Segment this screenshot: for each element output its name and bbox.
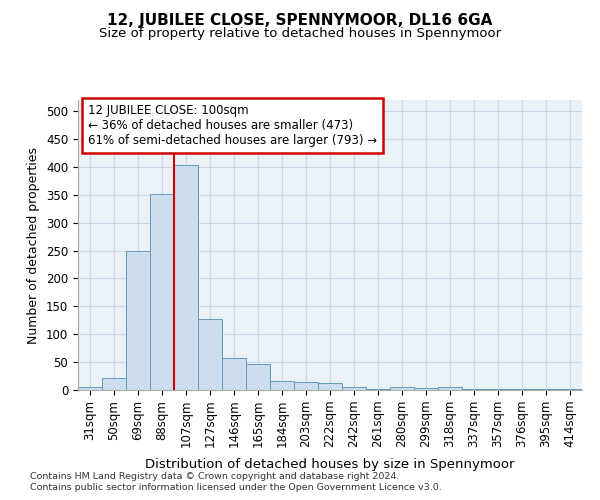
Bar	[558, 389, 582, 390]
Text: 12, JUBILEE CLOSE, SPENNYMOOR, DL16 6GA: 12, JUBILEE CLOSE, SPENNYMOOR, DL16 6GA	[107, 12, 493, 28]
Bar	[150, 194, 174, 390]
Bar	[126, 250, 150, 390]
Text: Contains HM Land Registry data © Crown copyright and database right 2024.: Contains HM Land Registry data © Crown c…	[30, 472, 400, 481]
Bar	[414, 388, 438, 390]
Bar	[270, 380, 294, 390]
Bar	[294, 382, 318, 390]
Y-axis label: Number of detached properties: Number of detached properties	[28, 146, 40, 344]
Bar	[198, 318, 222, 390]
Bar	[510, 389, 534, 390]
Bar	[438, 386, 462, 390]
Bar	[318, 384, 342, 390]
Bar	[222, 358, 246, 390]
Text: 12 JUBILEE CLOSE: 100sqm
← 36% of detached houses are smaller (473)
61% of semi-: 12 JUBILEE CLOSE: 100sqm ← 36% of detach…	[88, 104, 377, 148]
X-axis label: Distribution of detached houses by size in Spennymoor: Distribution of detached houses by size …	[145, 458, 515, 471]
Bar	[342, 386, 366, 390]
Bar	[102, 378, 126, 390]
Bar	[246, 364, 270, 390]
Bar	[78, 387, 102, 390]
Bar	[390, 386, 414, 390]
Text: Contains public sector information licensed under the Open Government Licence v3: Contains public sector information licen…	[30, 483, 442, 492]
Text: Size of property relative to detached houses in Spennymoor: Size of property relative to detached ho…	[99, 28, 501, 40]
Bar	[174, 165, 198, 390]
